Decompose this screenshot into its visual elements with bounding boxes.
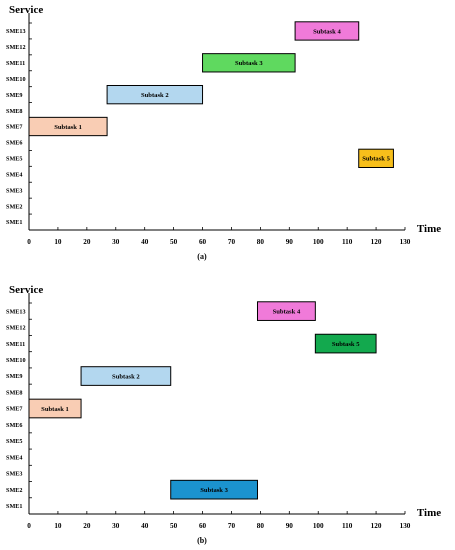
x-tick-label: 30 [112,238,120,246]
task-bar-3 [202,53,296,73]
task-bar-label: Subtask 2 [141,92,169,99]
y-tick-label: SME12 [6,325,26,332]
x-tick-label: 90 [286,238,294,246]
y-tick-label: SME9 [6,92,23,99]
y-tick-label: SME9 [6,373,23,380]
y-tick-label: SME1 [6,503,23,510]
y-tick-label: SME3 [6,471,23,478]
x-axis-title: Time [417,223,441,235]
task-bar-5 [314,333,377,354]
y-tick-label: SME5 [6,438,23,445]
x-tick-label: 100 [313,522,324,530]
y-tick-label: SME13 [6,28,26,35]
y-tick-label: SME4 [6,171,23,178]
y-tick-label: SME11 [6,341,25,348]
y-tick-label: SME13 [6,308,26,315]
y-tick-label: SME6 [6,422,23,429]
task-bar-3 [170,479,258,500]
x-tick-label: 0 [27,238,31,246]
x-tick-label: 50 [170,522,178,530]
x-tick-label: 100 [313,238,324,246]
task-bar-4 [256,301,316,321]
y-tick-label: SME4 [6,454,23,461]
x-tick-label: 60 [199,522,207,530]
task-bar-label: Subtask 3 [235,60,263,67]
y-tick-label: SME10 [6,357,26,364]
y-tick-label: SME8 [6,108,23,115]
x-tick-label: 70 [228,522,236,530]
y-tick-label: SME5 [6,156,23,163]
x-tick-label: 110 [342,238,353,246]
x-tick-label: 20 [83,238,91,246]
panel-caption: (a) [197,252,207,261]
x-tick-label: 130 [400,238,411,246]
task-bar-1 [28,398,82,419]
y-tick-label: SME7 [6,124,23,131]
x-tick-label: 40 [141,522,149,530]
task-bar-label: Subtask 4 [273,309,301,316]
y-tick-label: SME1 [6,219,23,226]
x-tick-label: 20 [83,522,91,530]
y-tick-label: SME2 [6,203,23,210]
x-tick-label: 90 [286,522,294,530]
y-axis-title: Service [9,4,43,16]
chart-panel-b: SME1 SME2 SME3 SME4 SME5 SME6 SME7 SME8 SME9 SME1… [6,284,441,545]
y-tick-label: SME7 [6,406,23,413]
task-bar-label: Subtask 1 [54,124,82,131]
y-tick-label: SME2 [6,487,23,494]
task-bar-label: Subtask 2 [112,373,140,380]
x-tick-label: 130 [400,522,411,530]
task-bar-1 [28,116,108,137]
x-tick-label: 60 [199,238,207,246]
panel-caption: (b) [197,536,207,545]
y-tick-label: SME12 [6,44,26,51]
x-tick-label: 80 [257,238,265,246]
y-axis-title: Service [9,284,43,296]
x-tick-label: 70 [228,238,236,246]
chart-panel-a: SME1 SME2 SME3 SME4 SME5 SME6 SME7 SME8 SME9 SME1… [6,4,441,261]
x-axis-title: Time [417,507,441,519]
task-bar-label: Subtask 1 [41,406,69,413]
x-tick-label: 0 [27,522,31,530]
x-tick-label: 80 [257,522,265,530]
y-tick-label: SME10 [6,76,26,83]
x-tick-label: 40 [141,238,149,246]
task-bar-2 [106,84,204,105]
x-tick-label: 10 [54,522,62,530]
task-bar-label: Subtask 5 [362,156,390,163]
task-bar-label: Subtask 3 [200,487,228,494]
task-bar-5 [358,148,394,169]
task-bar-2 [80,366,172,386]
x-tick-label: 50 [170,238,178,246]
task-bar-4 [294,21,360,41]
x-tick-label: 30 [112,522,120,530]
x-tick-label: 10 [54,238,62,246]
y-tick-label: SME11 [6,60,25,67]
x-tick-label: 120 [371,238,382,246]
y-tick-label: SME3 [6,187,23,194]
y-tick-label: SME8 [6,389,23,396]
x-tick-label: 120 [371,522,382,530]
y-tick-label: SME6 [6,140,23,147]
task-bar-label: Subtask 4 [313,28,341,35]
task-bar-label: Subtask 5 [332,341,360,348]
x-tick-label: 110 [342,522,353,530]
